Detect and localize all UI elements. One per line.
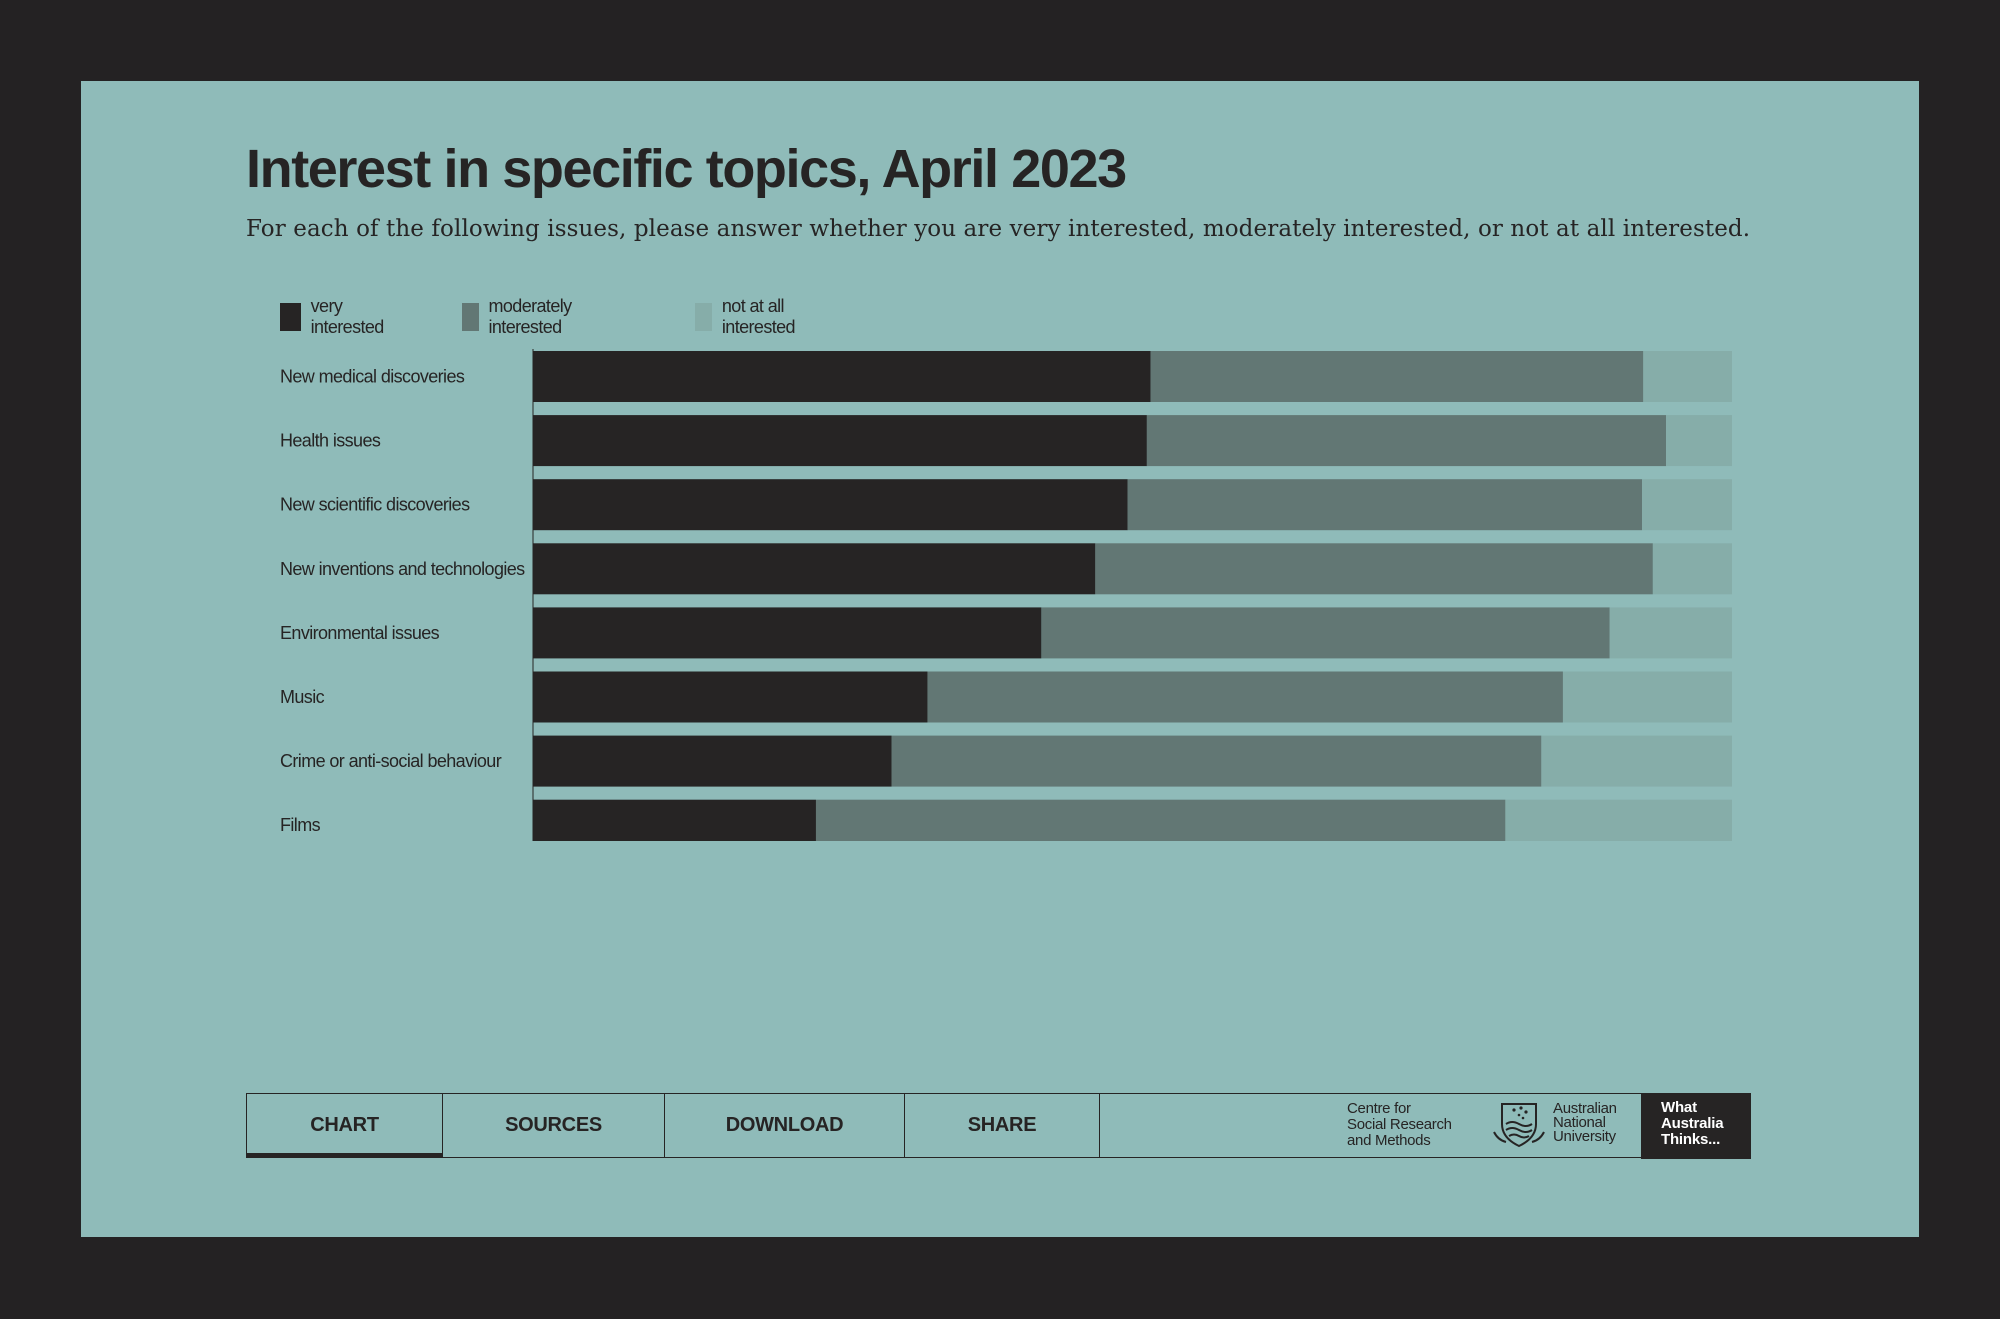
legend-label-very: very interested [310,296,385,337]
tab-chart[interactable]: CHART [247,1094,443,1158]
footer-bar: CHART SOURCES DOWNLOAD SHARE Centre for … [246,1093,1751,1159]
anu-crest-icon [1493,1103,1545,1148]
bar-segment-not-at-all [1666,415,1732,467]
bar-segment-very [533,735,892,787]
bar-segment-not-at-all [1609,607,1732,659]
category-label: New scientific discoveries [280,495,470,515]
tab-sources[interactable]: SOURCES [443,1094,665,1157]
legend-swatch-very [280,303,301,331]
bar-segment-not-at-all [1505,799,1732,841]
bar-segment-very [533,415,1147,467]
legend-item-moderately: moderately interested [462,296,583,337]
category-label: Music [280,687,325,707]
bar-segment-moderately [1127,479,1643,531]
chart-title: Interest in specific topics, April 2023 [246,139,1127,199]
bar-segment-very [533,671,928,723]
bar-segment-moderately [1095,543,1653,595]
bar-segment-moderately [891,735,1542,787]
stacked-bar-chart: New medical discoveries Health issues New … [280,349,1732,841]
wat-line: What [1661,1099,1697,1116]
legend-item-very: very interested [280,296,391,337]
bar-segment-not-at-all [1643,351,1732,402]
csrm-line: and Methods [1347,1132,1431,1149]
bar-segment-very [533,799,816,841]
wat-line: Australia [1661,1115,1724,1132]
bar-segment-not-at-all [1652,543,1732,595]
category-label: New inventions and technologies [280,559,525,579]
csrm-logo-text[interactable]: Centre for Social Research and Methods [1347,1101,1452,1149]
anu-line: National [1553,1114,1606,1131]
bar-segment-moderately [1146,415,1667,467]
tab-share[interactable]: SHARE [905,1094,1100,1157]
bar-segment-very [533,351,1151,402]
tab-download[interactable]: DOWNLOAD [665,1094,905,1157]
bar-segment-very [533,607,1042,659]
legend-item-not-at-all: not at all interested [695,296,806,337]
chart-subtitle: For each of the following issues, please… [246,216,1751,242]
legend-swatch-not-at-all [695,303,712,331]
anu-line: University [1553,1128,1616,1145]
wat-line: Thinks... [1661,1131,1721,1148]
legend-label-moderately: moderately interested [488,296,573,337]
bar-segment-not-at-all [1541,735,1732,787]
anu-logo-text[interactable]: Australian National University [1553,1100,1617,1145]
category-label: New medical discoveries [280,367,465,387]
bar-segment-very [533,543,1096,595]
bar-segment-moderately [1041,607,1610,659]
csrm-line: Social Research [1347,1116,1452,1133]
category-label: Crime or anti-social behaviour [280,751,502,771]
legend-label-not-at-all: not at all interested [721,296,796,337]
bar-segment-not-at-all [1562,671,1732,723]
bar-segment-moderately [1150,351,1644,402]
bar-segment-moderately [927,671,1563,723]
chart-card: Interest in specific topics, April 2023 … [81,81,1919,1237]
legend-swatch-moderately [462,303,479,331]
anu-line: Australian [1553,1100,1617,1117]
csrm-line: Centre for [1347,1100,1411,1117]
bar-segment-very [533,479,1128,531]
what-australia-thinks-logo[interactable]: What Australia Thinks... [1641,1093,1751,1159]
bar-segment-not-at-all [1642,479,1732,531]
category-label: Films [280,815,321,835]
bar-segment-moderately [815,799,1506,841]
category-label: Environmental issues [280,623,440,643]
category-label: Health issues [280,431,381,451]
